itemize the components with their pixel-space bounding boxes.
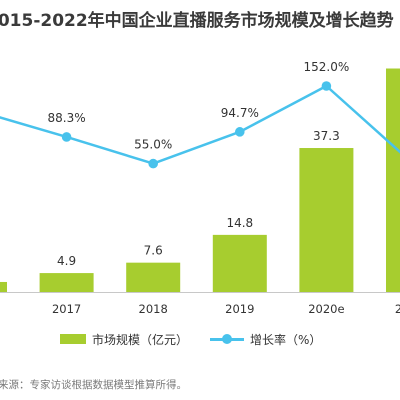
bar-2016 [0,281,7,292]
data-labels-layer: 4.97.614.837.388.3%55.0%94.7%152.0%5 [48,60,400,268]
growth-value-label-2017: 88.3% [48,111,86,125]
legend-item-growth-rate: 增长率（%） [210,331,321,348]
growth-rate-line [0,84,400,165]
growth-point-2017 [61,132,72,142]
x-tick-label-2021e: 2021e [395,302,400,316]
x-tick-label-2017: 2017 [52,302,81,316]
legend-item-market-size: 市场规模（亿元） [60,331,188,348]
legend-label-market-size: 市场规模（亿元） [92,332,189,347]
bar-2019 [212,234,267,292]
bar-value-label-2020e: 37.3 [313,129,340,143]
growth-point-2019 [235,127,245,137]
legend-bar-swatch [60,334,86,344]
growth-value-label-2020e: 152.0% [304,60,350,74]
x-tick-label-2018: 2018 [139,302,168,316]
x-tick-labels: 20162017201820192020e2021e [52,302,400,316]
x-tick-label-2019: 2019 [225,302,254,316]
bar-2020e [299,148,354,292]
growth-point-2018 [148,158,158,169]
chart-title: 2015-2022年中国企业直播服务市场规模及增长趋势 [0,11,394,31]
growth-value-label-2019: 94.7% [221,106,259,120]
bar-2018 [126,262,181,292]
legend-label-growth-rate: 增长率（%） [250,332,322,347]
growth-point-2020e [321,81,332,91]
bar-2017 [39,273,94,292]
bar-value-label-2017: 4.9 [57,254,76,268]
bar-2021e [386,68,400,292]
x-tick-label-2020e: 2020e [308,302,344,316]
source-note: 来源：专家访谈根据数据模型推算所得。 [0,379,187,391]
legend: 市场规模（亿元） 增长率（%） [60,330,343,348]
growth-value-label-2018: 55.0% [134,138,172,152]
legend-line-swatch [210,334,245,344]
growth-line-layer [0,81,400,169]
bar-value-label-2019: 14.8 [226,216,253,230]
bars-layer [0,68,400,292]
bar-value-label-2018: 7.6 [144,244,163,258]
